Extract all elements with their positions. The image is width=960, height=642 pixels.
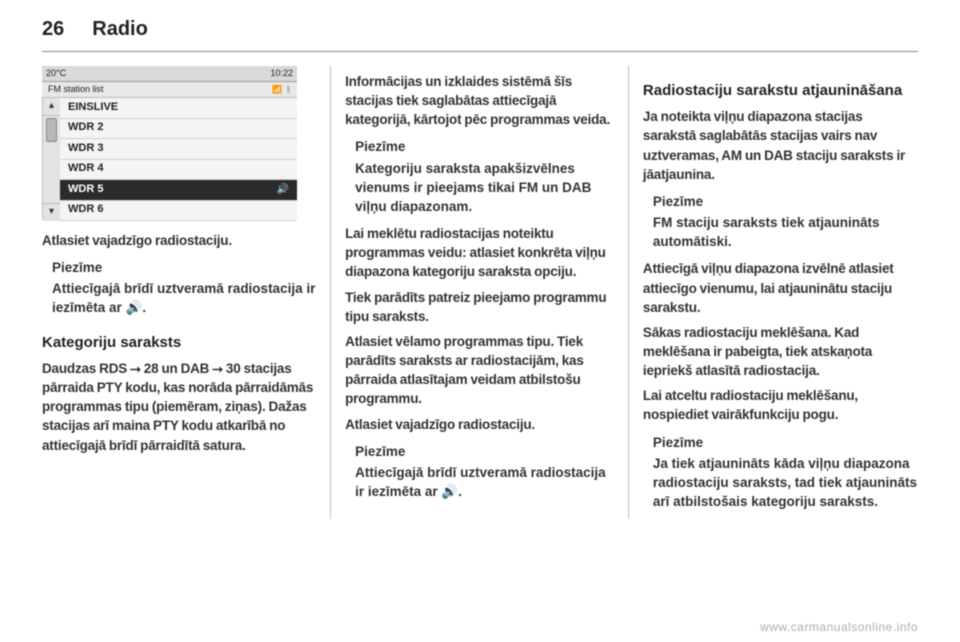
device-scroll-left: ▴ ▾ bbox=[42, 98, 60, 221]
scroll-thumb bbox=[46, 118, 57, 142]
column-1: 20°C 10:22 FM station list 📶 ᛒ ▴ bbox=[42, 66, 331, 519]
signal-icon: 📶 bbox=[272, 84, 282, 95]
note-title: Piezīme bbox=[653, 433, 918, 452]
paragraph: Atlasiet vajadzīgo radiostaciju. bbox=[345, 415, 614, 434]
note-body: Ja tiek atjaunināts kāda viļņu diapazona… bbox=[653, 454, 918, 511]
note-body: Attiecīgajā brīdī uztveramā radiostacija… bbox=[355, 463, 614, 501]
note-title: Piezīme bbox=[52, 258, 316, 277]
station-row-selected: WDR 5 🔊 bbox=[60, 180, 297, 201]
page-header: 26 Radio bbox=[42, 18, 918, 41]
bluetooth-icon: ᛒ bbox=[286, 84, 291, 95]
device-station-list: EINSLIVE WDR 2 WDR 3 WDR 4 WDR 5 🔊 WDR 6 bbox=[60, 98, 297, 221]
paragraph: Informācijas un izklaides sistēmā šīs st… bbox=[345, 72, 614, 129]
station-name: WDR 5 bbox=[68, 182, 103, 198]
column-2: Informācijas un izklaides sistēmā šīs st… bbox=[331, 66, 629, 519]
note-body: Attiecīgajā brīdī uztveramā radiostacija… bbox=[52, 279, 316, 317]
station-name: WDR 6 bbox=[68, 202, 103, 218]
note-block: Piezīme Ja tiek atjaunināts kāda viļņu d… bbox=[653, 433, 918, 512]
paragraph: Daudzas RDS ⭢ 28 un DAB ⭢ 30 stacijas pā… bbox=[42, 359, 316, 455]
paragraph: Atlasiet vēlamo programmas tipu. Tiek pa… bbox=[345, 332, 614, 409]
note-body: Kategoriju saraksta apakšizvēlnes vienum… bbox=[355, 159, 614, 216]
station-row: EINSLIVE bbox=[60, 98, 297, 119]
device-body: ▴ ▾ EINSLIVE WDR 2 WDR 3 WDR 4 WDR 5 bbox=[42, 98, 297, 221]
section-heading: Radiostaciju sarakstu atjaunināšana bbox=[643, 80, 918, 101]
station-row: WDR 4 bbox=[60, 160, 297, 181]
device-topbar: 20°C 10:22 bbox=[42, 66, 297, 82]
paragraph: Tiek parādīts patreiz pieejamo programmu… bbox=[345, 288, 614, 326]
scroll-track bbox=[43, 116, 60, 203]
note-title: Piezīme bbox=[355, 442, 614, 461]
station-row: WDR 3 bbox=[60, 139, 297, 160]
page-number: 26 bbox=[42, 18, 64, 41]
device-status-icons: 📶 ᛒ bbox=[272, 84, 291, 95]
paragraph: Lai atceltu radiostaciju meklēšanu, nosp… bbox=[643, 386, 918, 424]
radio-screenshot: 20°C 10:22 FM station list 📶 ᛒ ▴ bbox=[42, 66, 297, 221]
paragraph: Atlasiet vajadzīgo radiostaciju. bbox=[42, 231, 316, 250]
station-name: EINSLIVE bbox=[68, 100, 118, 116]
device-subbar: FM station list 📶 ᛒ bbox=[42, 82, 297, 98]
note-block: Piezīme Attiecīgajā brīdī uztveramā radi… bbox=[355, 442, 614, 501]
section-heading: Kategoriju saraksts bbox=[42, 332, 316, 353]
note-block: Piezīme Kategoriju saraksta apakšizvēlne… bbox=[355, 137, 614, 216]
paragraph: Sākas radiostaciju meklēšana. Kad meklēš… bbox=[643, 323, 918, 380]
note-body: FM staciju saraksts tiek atjaunināts aut… bbox=[653, 213, 918, 251]
note-block: Piezīme FM staciju saraksts tiek atjauni… bbox=[653, 192, 918, 251]
station-row: WDR 6 bbox=[60, 201, 297, 222]
manual-page: 26 Radio 20°C 10:22 FM station list 📶 ᛒ bbox=[0, 0, 960, 642]
columns: 20°C 10:22 FM station list 📶 ᛒ ▴ bbox=[42, 66, 918, 519]
column-3: Radiostaciju sarakstu atjaunināšana Ja n… bbox=[629, 66, 918, 519]
note-title: Piezīme bbox=[653, 192, 918, 211]
scroll-up-icon: ▴ bbox=[43, 98, 60, 116]
note-title: Piezīme bbox=[355, 137, 614, 156]
station-row: WDR 2 bbox=[60, 119, 297, 140]
device-temp: 20°C bbox=[46, 67, 66, 80]
scroll-down-icon: ▾ bbox=[43, 203, 60, 221]
station-name: WDR 4 bbox=[68, 161, 103, 177]
paragraph: Ja noteikta viļņu diapazona stacijas sar… bbox=[643, 107, 918, 184]
paragraph: Attiecīgā viļņu diapazona izvēlnē atlasi… bbox=[643, 259, 918, 316]
device-clock: 10:22 bbox=[270, 67, 293, 80]
page-title: Radio bbox=[92, 18, 148, 41]
paragraph: Lai meklētu radiostacijas noteiktu progr… bbox=[345, 224, 614, 281]
device-list-label: FM station list bbox=[48, 83, 104, 96]
speaker-icon: 🔊 bbox=[277, 183, 289, 197]
header-rule bbox=[42, 51, 918, 52]
watermark: www.carmanualsonline.info bbox=[760, 620, 918, 634]
station-name: WDR 2 bbox=[68, 120, 103, 136]
note-block: Piezīme Attiecīgajā brīdī uztveramā radi… bbox=[52, 258, 316, 317]
station-name: WDR 3 bbox=[68, 141, 103, 157]
